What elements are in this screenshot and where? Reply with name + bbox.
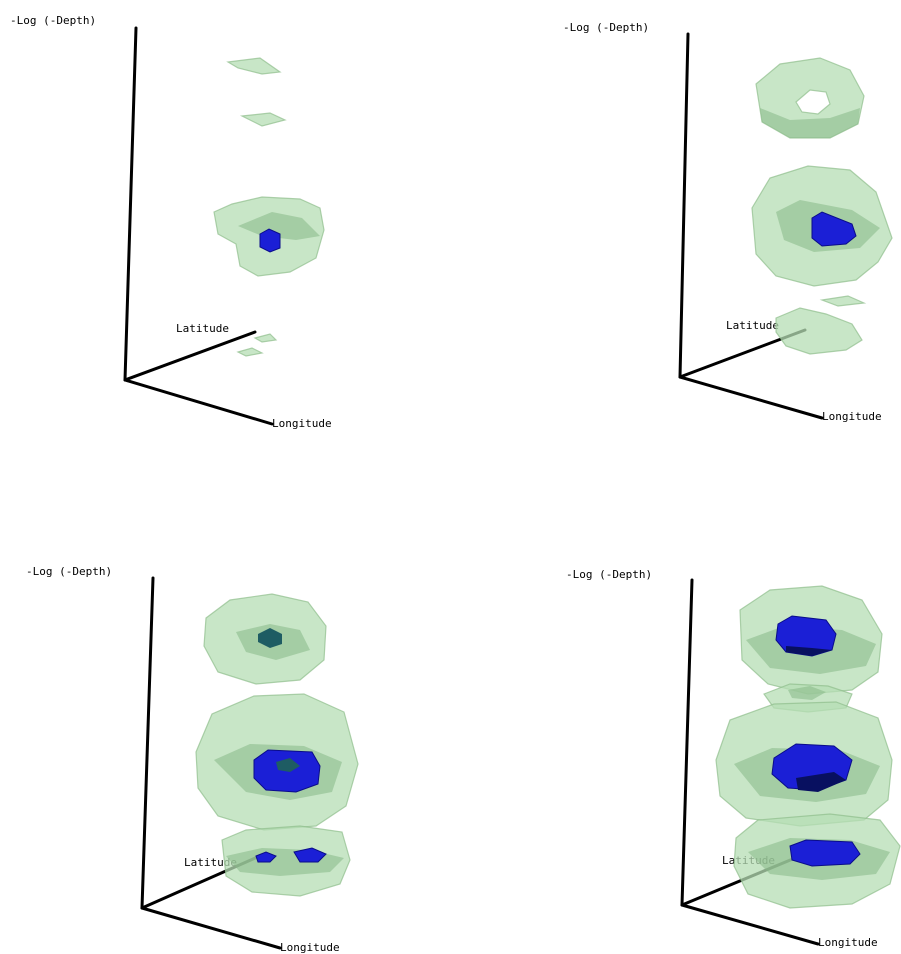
- vertical-axis-label: -Log (-Depth): [563, 21, 649, 34]
- vertical-axis-label: -Log (-Depth): [566, 568, 652, 581]
- latitude-axis: [123, 330, 257, 382]
- isosurface-core-shadow: [786, 646, 832, 656]
- panel-bottom-left: -Log (-Depth) Latitude Longitude: [26, 565, 359, 954]
- isosurface-core: [811, 211, 857, 247]
- isosurface-core: [259, 228, 281, 253]
- isosurface-shell-fold: [238, 212, 320, 240]
- longitude-axis: [140, 906, 282, 950]
- vertical-axis-label: -Log (-Depth): [10, 14, 96, 27]
- isosurface-shell-fold: [788, 686, 826, 700]
- isosurface-core: [789, 839, 861, 867]
- isosurface-shell: [253, 333, 278, 343]
- isosurface-core-inner: [276, 758, 300, 772]
- isosurface-shell: [226, 57, 282, 75]
- longitude-label: Longitude: [818, 936, 878, 949]
- vertical-axis: [123, 26, 138, 382]
- vertical-axis: [678, 32, 690, 379]
- isosurface-core: [255, 851, 277, 863]
- vertical-axis: [140, 576, 155, 910]
- latitude-label: Latitude: [726, 319, 779, 332]
- longitude-axis: [678, 375, 824, 420]
- longitude-label: Longitude: [822, 410, 882, 423]
- isosurface-core: [293, 847, 327, 863]
- isosurface-shell: [239, 112, 287, 127]
- panel-top-left: -Log (-Depth) Latitude Longitude: [10, 14, 332, 430]
- vertical-axis: [680, 578, 694, 907]
- isosurface-shell: [775, 307, 863, 355]
- panel-bottom-right: -Log (-Depth) Latitude Longitude: [566, 568, 901, 949]
- vertical-axis-label: -Log (-Depth): [26, 565, 112, 578]
- panel-top-right: -Log (-Depth) Latitude Longitude: [563, 21, 893, 423]
- isosurface-core-shadow: [796, 772, 846, 792]
- latitude-label: Latitude: [176, 322, 229, 335]
- isosurface-shell: [236, 347, 264, 357]
- isosurface-core: [258, 628, 282, 648]
- longitude-label: Longitude: [272, 417, 332, 430]
- longitude-axis: [680, 903, 820, 946]
- longitude-label: Longitude: [280, 941, 340, 954]
- isosurface-shell-fold: [760, 108, 860, 138]
- isosurface-shell: [819, 295, 867, 307]
- longitude-axis: [123, 378, 274, 426]
